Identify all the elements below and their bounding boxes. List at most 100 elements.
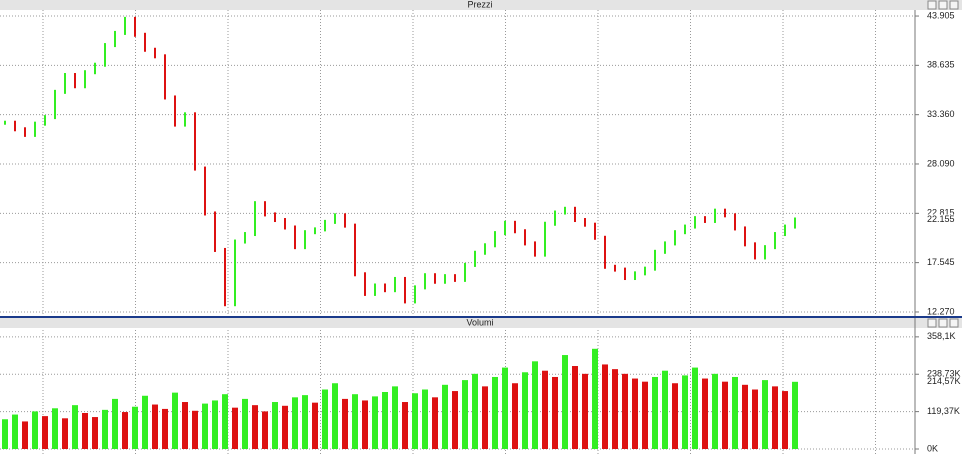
volume-bar: [242, 398, 248, 449]
volume-bar: [672, 383, 678, 449]
volume-bar: [282, 405, 288, 449]
volume-bar: [262, 411, 268, 449]
volume-bar: [112, 398, 118, 449]
volume-bar: [122, 412, 128, 449]
volume-bar: [252, 405, 258, 449]
volume-bar: [632, 378, 638, 449]
volume-bar: [212, 400, 218, 449]
volume-bar: [32, 411, 38, 449]
volume-bar: [422, 389, 428, 449]
last-value-box: [918, 376, 962, 387]
volume-bar: [462, 380, 468, 449]
volume-bar: [702, 378, 708, 449]
volume-bar: [152, 404, 158, 449]
volume-bar: [752, 389, 758, 449]
y-tick-label: 119,37K: [927, 406, 960, 416]
volume-bar: [332, 383, 338, 449]
minimize-button[interactable]: [927, 318, 937, 328]
y-tick-label: 43.905: [927, 10, 955, 20]
minimize-button[interactable]: [927, 0, 937, 10]
volume-bar: [72, 405, 78, 449]
volume-bar: [412, 393, 418, 449]
volume-bar: [322, 389, 328, 449]
volume-bar: [402, 402, 408, 449]
volume-bar: [482, 386, 488, 449]
volume-bar: [612, 369, 618, 449]
maximize-button[interactable]: [938, 318, 948, 328]
volume-bar: [102, 409, 108, 449]
panel-header: [0, 0, 962, 10]
y-tick-label: 12.270: [927, 306, 955, 316]
volume-bar: [662, 370, 668, 449]
volume-bar: [382, 392, 388, 449]
volume-bar: [362, 400, 368, 449]
volume-bar: [182, 402, 188, 449]
volume-bar: [532, 361, 538, 449]
y-tick-label: 28.090: [927, 158, 955, 168]
volume-bar: [302, 395, 308, 449]
volume-bar: [2, 419, 8, 449]
volume-bar: [272, 402, 278, 449]
volume-bar: [742, 384, 748, 449]
volume-bar: [682, 375, 688, 449]
volume-bar: [192, 410, 198, 449]
panel-title: Volumi: [466, 317, 493, 327]
y-tick-label: 22.815: [927, 208, 955, 218]
volume-bar: [712, 373, 718, 449]
volume-bar: [372, 396, 378, 449]
volume-bar: [692, 367, 698, 449]
volume-bar: [772, 386, 778, 449]
last-value-box: [918, 214, 962, 225]
volume-bar: [472, 373, 478, 449]
last-value-label: 22.155: [927, 214, 955, 224]
panel-header: [0, 318, 962, 328]
volume-bar: [82, 412, 88, 449]
panel-title: Prezzi: [467, 0, 492, 9]
maximize-button[interactable]: [938, 0, 948, 10]
volume-bar: [292, 397, 298, 449]
volume-bar: [342, 398, 348, 449]
volume-bar: [492, 376, 498, 449]
volume-bar: [562, 355, 568, 449]
volume-bar: [552, 376, 558, 449]
volume-bar: [522, 372, 528, 449]
volume-bar: [22, 421, 28, 449]
volume-bar: [222, 394, 228, 449]
volume-bar: [352, 394, 358, 449]
volume-bar: [12, 414, 18, 449]
volume-bar: [792, 381, 798, 449]
window-buttons: [927, 0, 959, 328]
volume-bar: [162, 408, 168, 449]
volume-bar: [132, 406, 138, 449]
close-button[interactable]: [949, 0, 959, 10]
volume-bar: [442, 384, 448, 449]
y-tick-label: 38.635: [927, 60, 955, 70]
volume-bar: [172, 392, 178, 449]
volume-bar: [42, 416, 48, 449]
volume-bar: [92, 417, 98, 449]
last-value-label: 214,57K: [927, 376, 961, 386]
y-tick-label: 17.545: [927, 257, 955, 267]
volume-bar: [52, 408, 58, 449]
volume-bar: [392, 386, 398, 449]
volume-bar: [762, 380, 768, 449]
volume-bar: [542, 370, 548, 449]
volume-bar: [642, 381, 648, 449]
y-tick-label: 238,73K: [927, 369, 961, 379]
close-button[interactable]: [949, 318, 959, 328]
y-tick-label: 33.360: [927, 109, 955, 119]
volume-bar: [652, 376, 658, 449]
volume-bar: [512, 383, 518, 449]
volume-bar: [62, 418, 68, 449]
volume-bar: [722, 381, 728, 449]
volume-bar: [142, 395, 148, 449]
volume-bar: [502, 367, 508, 449]
y-tick-label: 0K: [927, 443, 938, 453]
volume-bar: [592, 348, 598, 449]
volume-bar: [582, 373, 588, 449]
volume-bar: [622, 373, 628, 449]
volume-bar: [732, 376, 738, 449]
volume-bar: [572, 366, 578, 449]
volume-bar: [232, 407, 238, 449]
